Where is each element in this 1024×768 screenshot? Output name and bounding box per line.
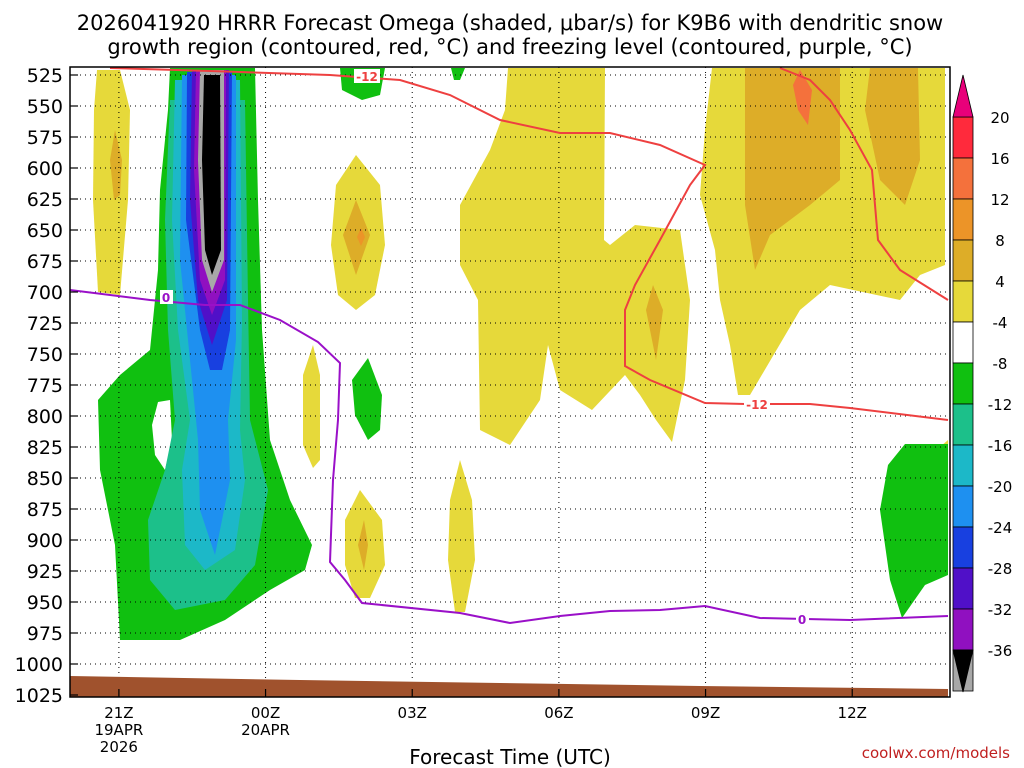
omega-positive-max	[646, 285, 663, 360]
y-tick-label: 725	[27, 313, 63, 335]
colorbar-top-arrow	[952, 74, 974, 118]
colorbar-swatch	[952, 485, 974, 528]
freezing-level-label-bg	[796, 612, 809, 626]
colorbar-label: -20	[988, 478, 1013, 496]
omega-positive-lobe	[460, 68, 690, 445]
x-tick-label: 12Z	[838, 704, 867, 722]
x-tick-label: 19APR	[94, 721, 143, 739]
x-axis-label: Forecast Time (UTC)	[409, 745, 611, 768]
colorbar-swatch	[952, 116, 974, 159]
omega-positive-max	[745, 68, 840, 270]
dendritic-label: -12	[746, 398, 768, 412]
y-tick-label: 925	[27, 561, 63, 583]
colorbar-swatch	[952, 198, 974, 241]
y-tick-label: 975	[27, 623, 63, 645]
omega-negative-band	[451, 68, 465, 80]
x-tick-label: 03Z	[398, 704, 427, 722]
y-tick-label: 1000	[15, 654, 63, 676]
colorbar-bottom-arrow	[952, 649, 974, 693]
y-tick-label: 675	[27, 251, 63, 273]
y-tick-label: 825	[27, 437, 63, 459]
colorbar-swatch	[952, 280, 974, 323]
colorbar-label: -28	[988, 560, 1013, 578]
x-tick-label: 2026	[100, 738, 138, 756]
colorbar-label: -24	[988, 519, 1013, 537]
colorbar-swatch	[952, 362, 974, 405]
y-tick-label: 750	[27, 344, 63, 366]
dendritic-label-bg	[744, 397, 770, 411]
omega-negative-core	[202, 75, 221, 275]
colorbar-label: 12	[990, 191, 1009, 209]
y-tick-label: 550	[27, 96, 63, 118]
y-tick-label: 700	[27, 282, 63, 304]
colorbar-swatch	[952, 608, 974, 651]
dendritic-label: -12	[356, 70, 378, 84]
omega-positive-max	[865, 68, 920, 205]
colorbar-label: -36	[988, 642, 1013, 660]
freezing-level-contour	[70, 289, 949, 625]
y-axis: 525 550 575 600 625 650 675 700 725 750 775 800 825 8…	[15, 65, 78, 707]
chart-title-line-1: 2026041920 HRRR Forecast Omega (shaded, …	[77, 11, 943, 35]
x-tick-label: 20APR	[241, 721, 290, 739]
y-tick-label: 625	[27, 189, 63, 211]
colorbar-label: 16	[990, 150, 1009, 168]
x-tick-label: 09Z	[691, 704, 720, 722]
y-tick-label: 900	[27, 530, 63, 552]
omega-positive-lobe	[448, 460, 475, 612]
colorbar-swatch	[952, 157, 974, 200]
terrain-ground	[70, 676, 948, 697]
omega-strong-max	[357, 228, 365, 246]
y-tick-label: 850	[27, 468, 63, 490]
colorbar-swatch	[952, 567, 974, 610]
freezing-level-label: 0	[162, 291, 170, 305]
colorbar-swatch	[952, 403, 974, 446]
y-tick-label: 1025	[15, 685, 63, 707]
colorbar-label: -4	[993, 314, 1008, 332]
credit-text: coolwx.com/models	[862, 744, 1010, 762]
x-tick-label: 21Z	[104, 704, 133, 722]
colorbar-label: 20	[990, 109, 1009, 127]
colorbar-swatch	[952, 239, 974, 282]
dendritic-minus12-contour	[109, 67, 949, 421]
y-tick-label: 875	[27, 499, 63, 521]
colorbar-label: 4	[995, 273, 1005, 291]
dendritic-label-bg	[354, 69, 380, 83]
omega-positive-lobe	[93, 70, 130, 295]
colorbar-swatch	[952, 526, 974, 569]
freezing-level-label-bg	[160, 290, 173, 304]
colorbar-swatch	[952, 444, 974, 487]
y-tick-label: 775	[27, 375, 63, 397]
y-tick-label: 600	[27, 158, 63, 180]
omega-negative-band	[352, 358, 382, 440]
omega-positive-max	[358, 520, 368, 570]
y-tick-label: 950	[27, 592, 63, 614]
y-tick-label: 525	[27, 65, 63, 87]
colorbar-label: -32	[988, 601, 1013, 619]
x-tick-label: 06Z	[544, 704, 573, 722]
colorbar: 20 16 12 8 4 -4 -8 -12 -16 -20 -24 -28 -32 -36	[952, 74, 1013, 693]
omega-positive-max	[343, 200, 370, 275]
colorbar-label: 8	[995, 232, 1005, 250]
colorbar-swatch	[952, 321, 974, 364]
y-tick-label: 575	[27, 127, 63, 149]
colorbar-label: -8	[993, 355, 1008, 373]
freezing-level-label: 0	[798, 613, 806, 627]
y-tick-label: 650	[27, 220, 63, 242]
omega-negative-band	[880, 444, 948, 618]
plot-frame	[69, 66, 951, 698]
colorbar-label: -12	[988, 396, 1013, 414]
y-tick-label: 800	[27, 406, 63, 428]
x-tick-label: 00Z	[251, 704, 280, 722]
contour-lines: 0 0 -12 -12	[70, 67, 949, 627]
omega-strong-max	[793, 70, 812, 125]
omega-shading	[93, 68, 948, 640]
omega-positive-lobe	[303, 345, 320, 468]
chart-title-line-2: growth region (contoured, red, °C) and f…	[107, 35, 912, 59]
omega-white-hole	[152, 400, 172, 470]
colorbar-label: -16	[988, 437, 1013, 455]
dendritic-minus12-contour-upper	[779, 67, 949, 301]
